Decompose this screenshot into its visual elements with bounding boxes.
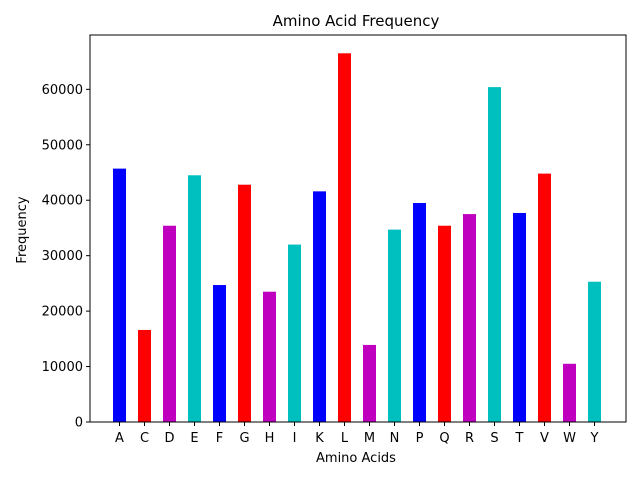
x-tick-label: W [563,431,576,446]
y-axis-ticks: 0 10000 20000 30000 40000 50000 60000 [42,83,90,431]
bar-V [538,173,551,422]
bar-Q [438,225,451,422]
y-tick-label: 40000 [42,194,83,209]
bar-S [488,87,501,422]
chart-title: Amino Acid Frequency [273,12,440,30]
x-tick-label: R [465,431,474,446]
x-tick-label: I [293,431,297,446]
y-tick-label: 50000 [42,138,83,153]
y-axis-label: Frequency [15,196,30,263]
bar-A [113,168,126,422]
bar-I [288,244,301,422]
x-tick-label: E [190,431,198,446]
plot-frame [89,34,627,423]
x-tick-label: Y [590,431,599,446]
x-tick-label: T [515,431,524,446]
bar-W [563,363,576,422]
x-tick-label: M [364,431,375,446]
bar-G [238,184,251,422]
bar-P [413,202,426,422]
y-tick-label: 10000 [42,360,83,375]
bar-Y [588,281,601,422]
bar-H [263,291,276,422]
x-tick-label: P [416,431,424,446]
x-tick-label: Q [439,431,449,446]
y-tick-label: 30000 [42,249,83,264]
bar-C [138,329,151,422]
x-tick-label: G [239,431,249,446]
bar-D [163,225,176,422]
y-tick-label: 20000 [42,305,83,320]
bar-F [213,285,226,422]
x-tick-label: F [216,431,223,446]
x-tick-label: L [341,431,349,446]
x-tick-label: N [390,431,400,446]
x-tick-label: D [164,431,174,446]
bar-L [338,53,351,422]
y-tick-label: 60000 [42,83,83,98]
x-tick-label: C [140,431,149,446]
x-tick-label: H [265,431,275,446]
x-tick-label: V [540,431,549,446]
bar-M [363,344,376,422]
x-axis-label: Amino Acids [316,451,396,466]
x-tick-label: S [490,431,498,446]
bar-K [313,191,326,422]
x-tick-label: A [115,431,124,446]
bar-R [463,214,476,422]
x-tick-label: K [315,431,324,446]
bar-E [188,175,201,422]
bar-N [388,229,401,422]
y-tick-label: 0 [75,416,83,431]
bars-group [113,53,601,422]
bar-T [513,212,526,422]
